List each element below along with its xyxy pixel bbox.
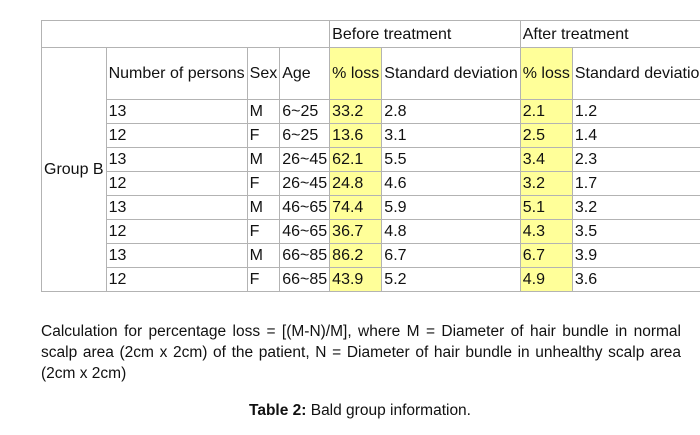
cell-persons: 13	[105, 99, 248, 124]
cell-after-sd: 1.4	[571, 123, 700, 148]
cell-persons: 12	[105, 219, 248, 244]
bald-group-table: Before treatment After treatment Group B…	[40, 20, 700, 292]
header-blank-cell	[40, 20, 331, 48]
cell-before-loss: 86.2	[329, 243, 383, 268]
cell-before-loss: 43.9	[329, 267, 383, 292]
table-row: 13 M 26~45 62.1 5.5 3.4 2.3	[42, 147, 700, 172]
col-before-sd: Standard deviation	[381, 47, 521, 100]
table-caption: Table 2: Bald group information.	[0, 401, 700, 420]
cell-after-sd: 3.5	[571, 219, 700, 244]
cell-before-loss: 33.2	[329, 99, 383, 124]
cell-age: 26~45	[279, 147, 331, 172]
header-row-groups: Before treatment After treatment	[40, 20, 700, 48]
cell-after-sd: 1.7	[571, 171, 700, 196]
cell-age: 6~25	[279, 99, 331, 124]
caption-text: Bald group information.	[306, 402, 471, 419]
cell-before-sd: 3.1	[381, 123, 521, 148]
cell-after-sd: 3.9	[571, 243, 700, 268]
cell-before-loss: 24.8	[329, 171, 383, 196]
caption-label: Table 2:	[249, 402, 307, 419]
cell-sex: M	[246, 243, 281, 268]
col-after-sd: Standard deviation	[571, 47, 700, 100]
col-before-loss: % loss	[329, 47, 383, 100]
cell-before-sd: 5.5	[381, 147, 521, 172]
cell-sex: F	[246, 219, 281, 244]
table-row: 12 F 26~45 24.8 4.6 3.2 1.7	[42, 171, 700, 196]
table-row: 13 M 66~85 86.2 6.7 6.7 3.9	[42, 243, 700, 268]
cell-sex: M	[246, 99, 281, 124]
header-before-treatment: Before treatment	[329, 20, 521, 48]
cell-before-loss: 74.4	[329, 195, 383, 220]
cell-before-sd: 4.6	[381, 171, 521, 196]
cell-before-sd: 2.8	[381, 99, 521, 124]
cell-before-sd: 5.9	[381, 195, 521, 220]
cell-sex: F	[246, 171, 281, 196]
cell-after-sd: 3.6	[571, 267, 700, 292]
cell-persons: 13	[105, 243, 248, 268]
col-sex: Sex	[246, 47, 281, 100]
cell-sex: M	[246, 195, 281, 220]
cell-persons: 12	[105, 123, 248, 148]
cell-before-loss: 13.6	[329, 123, 383, 148]
table-row: 12 F 6~25 13.6 3.1 2.5 1.4	[42, 123, 700, 148]
cell-sex: M	[246, 147, 281, 172]
cell-before-loss: 62.1	[329, 147, 383, 172]
cell-before-sd: 4.8	[381, 219, 521, 244]
calculation-note: Calculation for percentage loss = [(M-N)…	[41, 323, 681, 382]
cell-age: 46~65	[279, 219, 331, 244]
table-body: Before treatment After treatment Group B…	[40, 20, 700, 292]
cell-after-loss: 6.7	[519, 243, 573, 268]
col-after-loss: % loss	[519, 47, 573, 100]
cell-after-loss: 4.3	[519, 219, 573, 244]
cell-after-sd: 1.2	[571, 99, 700, 124]
col-age: Age	[279, 47, 331, 100]
group-label-cell: Group B	[41, 47, 107, 292]
cell-before-sd: 5.2	[381, 267, 521, 292]
table-row: 12 F 66~85 43.9 5.2 4.9 3.6	[42, 267, 700, 292]
table-row: 12 F 46~65 36.7 4.8 4.3 3.5	[42, 219, 700, 244]
cell-age: 46~65	[279, 195, 331, 220]
cell-after-loss: 2.1	[519, 99, 573, 124]
cell-age: 66~85	[279, 267, 331, 292]
cell-persons: 13	[105, 195, 248, 220]
cell-after-loss: 3.2	[519, 171, 573, 196]
header-after-treatment: After treatment	[519, 20, 700, 48]
cell-age: 6~25	[279, 123, 331, 148]
cell-after-loss: 4.9	[519, 267, 573, 292]
cell-after-sd: 3.2	[571, 195, 700, 220]
cell-after-loss: 3.4	[519, 147, 573, 172]
cell-persons: 12	[105, 171, 248, 196]
header-row-columns: Group B Number of persons Sex Age % loss…	[41, 47, 700, 292]
cell-sex: F	[246, 123, 281, 148]
cell-before-loss: 36.7	[329, 219, 383, 244]
cell-after-loss: 5.1	[519, 195, 573, 220]
cell-age: 26~45	[279, 171, 331, 196]
table-row: 13 M 46~65 74.4 5.9 5.1 3.2	[42, 195, 700, 220]
cell-before-sd: 6.7	[381, 243, 521, 268]
cell-persons: 12	[105, 267, 248, 292]
cell-after-sd: 2.3	[571, 147, 700, 172]
cell-age: 66~85	[279, 243, 331, 268]
cell-persons: 13	[105, 147, 248, 172]
col-number-of-persons: Number of persons	[105, 47, 248, 100]
table-row: 13 M 6~25 33.2 2.8 2.1 1.2	[42, 99, 700, 124]
cell-sex: F	[246, 267, 281, 292]
cell-after-loss: 2.5	[519, 123, 573, 148]
